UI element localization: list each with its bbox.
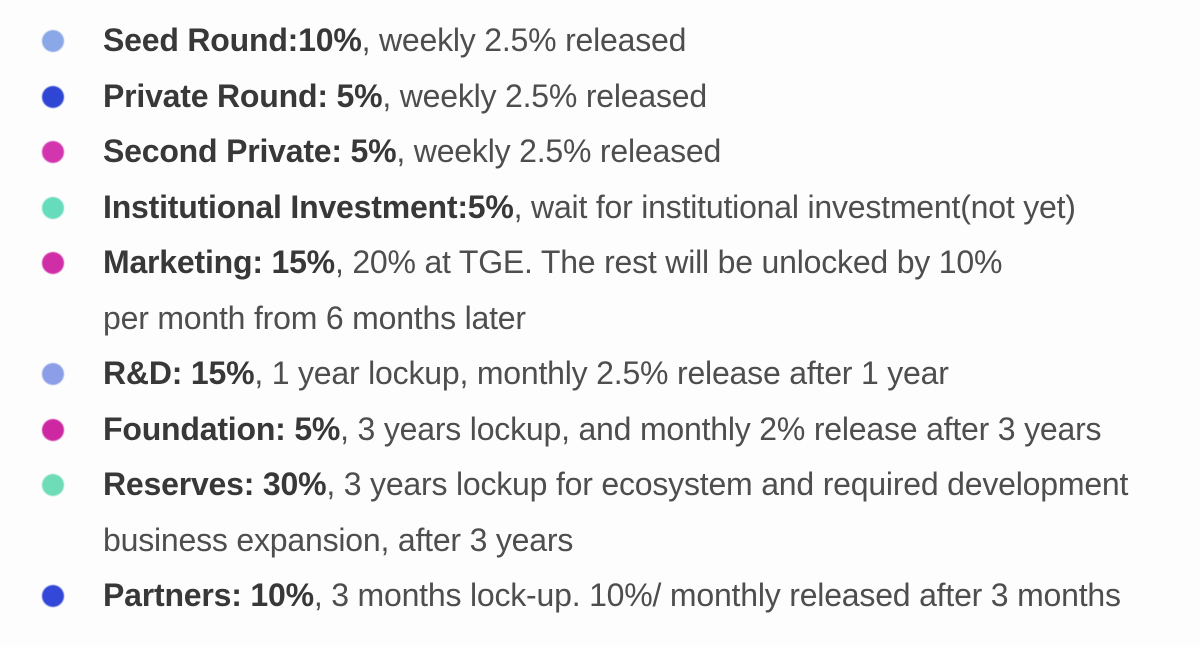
dot-icon [42,30,64,52]
item-text: R&D: 15%, 1 year lockup, monthly 2.5% re… [103,346,949,402]
item-text: Institutional Investment:5%, wait for in… [103,180,1076,236]
item-line2: business expansion, after 3 years [103,521,574,558]
item-text: Seed Round:10%, weekly 2.5% released [103,13,686,69]
item-line1: Marketing: 15%, 20% at TGE. The rest wil… [103,235,1002,291]
item-description: , 1 year lockup, monthly 2.5% release af… [254,355,949,391]
item-label-bold: Reserves: 30% [103,466,327,502]
item-text: Partners: 10%, 3 months lock-up. 10%/ mo… [103,568,1121,624]
item-description: , weekly 2.5% released [396,133,722,169]
item-text: Marketing: 15%, 20% at TGE. The rest wil… [103,235,1002,346]
item-description: , 20% at TGE. The rest will be unlocked … [334,244,1003,280]
dot-icon [42,196,64,219]
item-line1: Institutional Investment:5%, wait for in… [103,180,1076,236]
list-item: Partners: 10%, 3 months lock-up. 10%/ mo… [42,568,1180,624]
item-line1: R&D: 15%, 1 year lockup, monthly 2.5% re… [103,346,949,402]
dot-icon [42,85,64,108]
item-line1: Foundation: 5%, 3 years lockup, and mont… [103,402,1102,458]
dot-icon [42,474,64,496]
item-line1: Second Private: 5%, weekly 2.5% released [103,124,721,180]
list-item: R&D: 15%, 1 year lockup, monthly 2.5% re… [42,346,1180,402]
item-line1: Reserves: 30%, 3 years lockup for ecosys… [103,457,1128,513]
item-line1: Private Round: 5%, weekly 2.5% released [103,69,707,125]
item-line1: Seed Round:10%, weekly 2.5% released [103,13,686,69]
item-text: Second Private: 5%, weekly 2.5% released [103,124,721,180]
item-label-bold: Second Private: 5% [103,133,397,169]
item-description: , wait for institutional investment(not … [513,188,1076,225]
item-label-bold: R&D: 15% [103,355,255,391]
dot-icon [42,585,64,607]
item-label-bold: Partners: 10% [103,577,314,613]
list-item: Second Private: 5%, weekly 2.5% released [42,124,1180,180]
item-label-bold: Foundation: 5% [103,410,341,447]
item-label-bold: Marketing: 15% [103,244,335,280]
list-item: Seed Round:10%, weekly 2.5% released [42,13,1180,69]
allocation-list: Seed Round:10%, weekly 2.5% released Priv… [42,13,1180,624]
list-item: Private Round: 5%, weekly 2.5% released [42,69,1180,125]
dot-icon [42,418,64,441]
list-item: Marketing: 15%, 20% at TGE. The rest wil… [42,235,1180,346]
item-line2: per month from 6 months later [103,299,526,336]
item-line1: Partners: 10%, 3 months lock-up. 10%/ mo… [103,568,1121,624]
item-label-bold: Seed Round:10% [103,22,362,58]
item-description: , 3 months lock-up. 10%/ monthly release… [313,577,1121,613]
item-label-bold: Private Round: 5% [103,77,383,114]
item-description: , 3 years lockup for ecosystem and requi… [326,466,1129,502]
list-item: Foundation: 5%, 3 years lockup, and mont… [42,402,1180,458]
dot-icon [42,252,64,274]
list-item: Institutional Investment:5%, wait for in… [42,180,1180,236]
item-text: Reserves: 30%, 3 years lockup for ecosys… [103,457,1128,568]
dot-icon [42,363,64,385]
item-label-bold: Institutional Investment:5% [103,188,514,225]
item-text: Private Round: 5%, weekly 2.5% released [103,69,707,125]
dot-icon [42,141,64,163]
item-description: , weekly 2.5% released [361,22,687,58]
item-text: Foundation: 5%, 3 years lockup, and mont… [103,402,1102,458]
item-description: , weekly 2.5% released [382,77,707,114]
list-item: Reserves: 30%, 3 years lockup for ecosys… [42,457,1180,568]
item-description: , 3 years lockup, and monthly 2% release… [340,410,1102,447]
